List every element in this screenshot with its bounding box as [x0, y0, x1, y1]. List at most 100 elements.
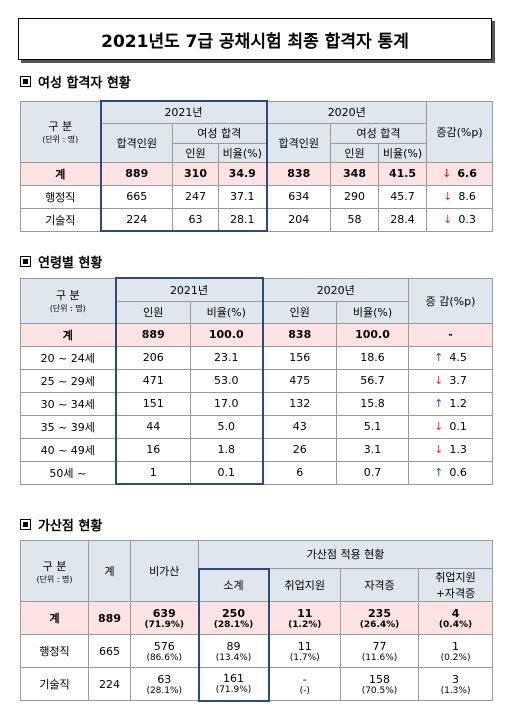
- change-value: 3.7: [449, 374, 467, 387]
- row-label: 25 ~ 29세: [20, 368, 116, 393]
- header-cell: 비율(%): [190, 300, 264, 324]
- header-cell: 취업지원 +자격증: [417, 568, 494, 602]
- row-label: 기술직: [20, 667, 89, 701]
- cell: 23.1: [190, 345, 264, 370]
- cell-percent: (71.9%): [215, 685, 252, 696]
- cell: 1.8: [190, 437, 264, 462]
- cell-percent: (13.4%): [215, 652, 252, 663]
- unit: (단위 : 명): [49, 304, 86, 313]
- header-text: 구 분: [42, 559, 67, 573]
- change-cell: ↓ 0.1: [408, 414, 493, 439]
- cell: 3 (1.3%): [417, 667, 494, 701]
- header-text: 취업지원: [435, 571, 476, 584]
- cell-value: 89: [226, 639, 241, 653]
- cell: 838: [266, 161, 331, 186]
- change-cell: ↓ 8.6: [426, 184, 494, 209]
- row: 계 889 100.0 838 100.0-: [20, 322, 493, 347]
- header-cell: 비율(%): [377, 142, 428, 163]
- cell-value: -: [302, 672, 307, 686]
- cell: 206: [114, 345, 191, 370]
- row-label: 35 ~ 39세: [20, 414, 116, 439]
- change-value: 6.6: [457, 167, 477, 180]
- change-arrow: ↓: [434, 420, 444, 433]
- cell: 41.5: [377, 161, 428, 186]
- cell: 290: [330, 184, 379, 209]
- cell-percent: (1.2%): [288, 619, 322, 630]
- change-cell: ↓ 0.3: [426, 207, 494, 232]
- cell: 5.0: [190, 414, 264, 439]
- cell: 471: [114, 368, 191, 393]
- cell-percent: (70.5%): [361, 685, 398, 696]
- cell-value: 11: [297, 606, 313, 620]
- cell-percent: (28.1%): [213, 619, 254, 630]
- cell: 889: [114, 322, 191, 347]
- row: 계 889 310 34.9 838 348 41.5 ↓ 6.6: [20, 161, 494, 186]
- header-cell: 인원: [172, 142, 219, 163]
- cell-percent: (11.6%): [361, 652, 398, 663]
- cell: 44: [114, 414, 191, 439]
- cell-percent: (28.1%): [146, 685, 183, 696]
- row-label: 30 ~ 34세: [20, 391, 116, 416]
- cell: 58: [330, 207, 379, 232]
- cell: 63: [172, 207, 219, 232]
- cell-value: 63: [157, 672, 172, 686]
- change-arrow: ↓: [443, 190, 453, 203]
- heading-text: 연령별 현황: [38, 256, 103, 271]
- cell: 26: [262, 437, 337, 462]
- header-cell: 계: [88, 540, 131, 602]
- change-cell: -: [408, 322, 493, 347]
- cell-percent: (1.3%): [440, 685, 471, 696]
- cell: 5.1: [336, 414, 409, 439]
- change-cell: ↓ 3.7: [408, 368, 493, 393]
- row-label: 행정직: [20, 634, 89, 668]
- cell-value: 250: [222, 606, 245, 620]
- header-cell: 합격인원: [266, 122, 331, 163]
- row: 35 ~ 39세 44 5.0 43 5.1 ↓ 0.1: [20, 414, 493, 439]
- change-arrow: ↓: [434, 374, 444, 387]
- row: 50세 ~1 0.1 6 0.7 ↑ 0.6: [20, 460, 493, 485]
- cell-value: 576: [153, 639, 175, 653]
- cell: 475: [262, 368, 337, 393]
- cell: 1 (0.2%): [417, 634, 494, 668]
- cell-percent: (1.7%): [289, 652, 320, 663]
- row: 30 ~ 34세 151 17.0 132 15.8 ↑ 1.2: [20, 391, 493, 416]
- cell-percent: (0.2%): [440, 652, 471, 663]
- cell-value: 158: [369, 672, 390, 686]
- cell-value: 639: [152, 606, 176, 620]
- header-cell: 비율(%): [336, 300, 409, 324]
- header-cell: 합격인원: [99, 122, 173, 163]
- row: 행정직 665 247 37.1 634 290 45.7 ↓ 8.6: [20, 184, 494, 209]
- cell-value: 161: [223, 672, 244, 686]
- change-arrow: ↓: [434, 443, 444, 456]
- cell-value: 3: [452, 672, 460, 686]
- change-cell: ↑ 4.5: [408, 345, 493, 370]
- cell: 889: [88, 601, 131, 635]
- row: 기술직 224 63 28.1 204 58 28.4 ↓ 0.3: [20, 207, 494, 232]
- cell: 37.1: [218, 184, 268, 209]
- header-text: 자격증: [364, 579, 395, 592]
- header-text: 구 분: [55, 289, 80, 302]
- cell: 11 (1.7%): [268, 634, 341, 668]
- row-label: 계: [20, 161, 101, 186]
- cell: 665: [88, 634, 131, 668]
- change-value: 0.1: [449, 420, 467, 433]
- header-cell: 증 감(%p): [408, 277, 493, 324]
- header-cell: 여성 합격: [172, 122, 268, 144]
- cell-percent: (0.4%): [438, 619, 473, 630]
- cell: 17.0: [190, 391, 264, 416]
- cell: 132: [262, 391, 337, 416]
- change-arrow: ↑: [434, 397, 444, 410]
- cell: 247: [172, 184, 219, 209]
- page-title: 2021년도 7급 공채시험 최종 합격자 통계: [18, 18, 492, 60]
- cell-percent: (26.4%): [359, 619, 400, 630]
- change-arrow: ↓: [443, 213, 453, 226]
- cell: 665: [99, 184, 173, 209]
- cell: 15.8: [336, 391, 409, 416]
- cell: 89 (13.4%): [197, 634, 270, 668]
- cell-percent: (86.6%): [146, 652, 183, 663]
- header-cell: 가산점 적용 현황: [197, 540, 494, 569]
- change-value: 0.3: [458, 213, 476, 226]
- cell: 634: [266, 184, 331, 209]
- change-value: 4.5: [449, 351, 467, 364]
